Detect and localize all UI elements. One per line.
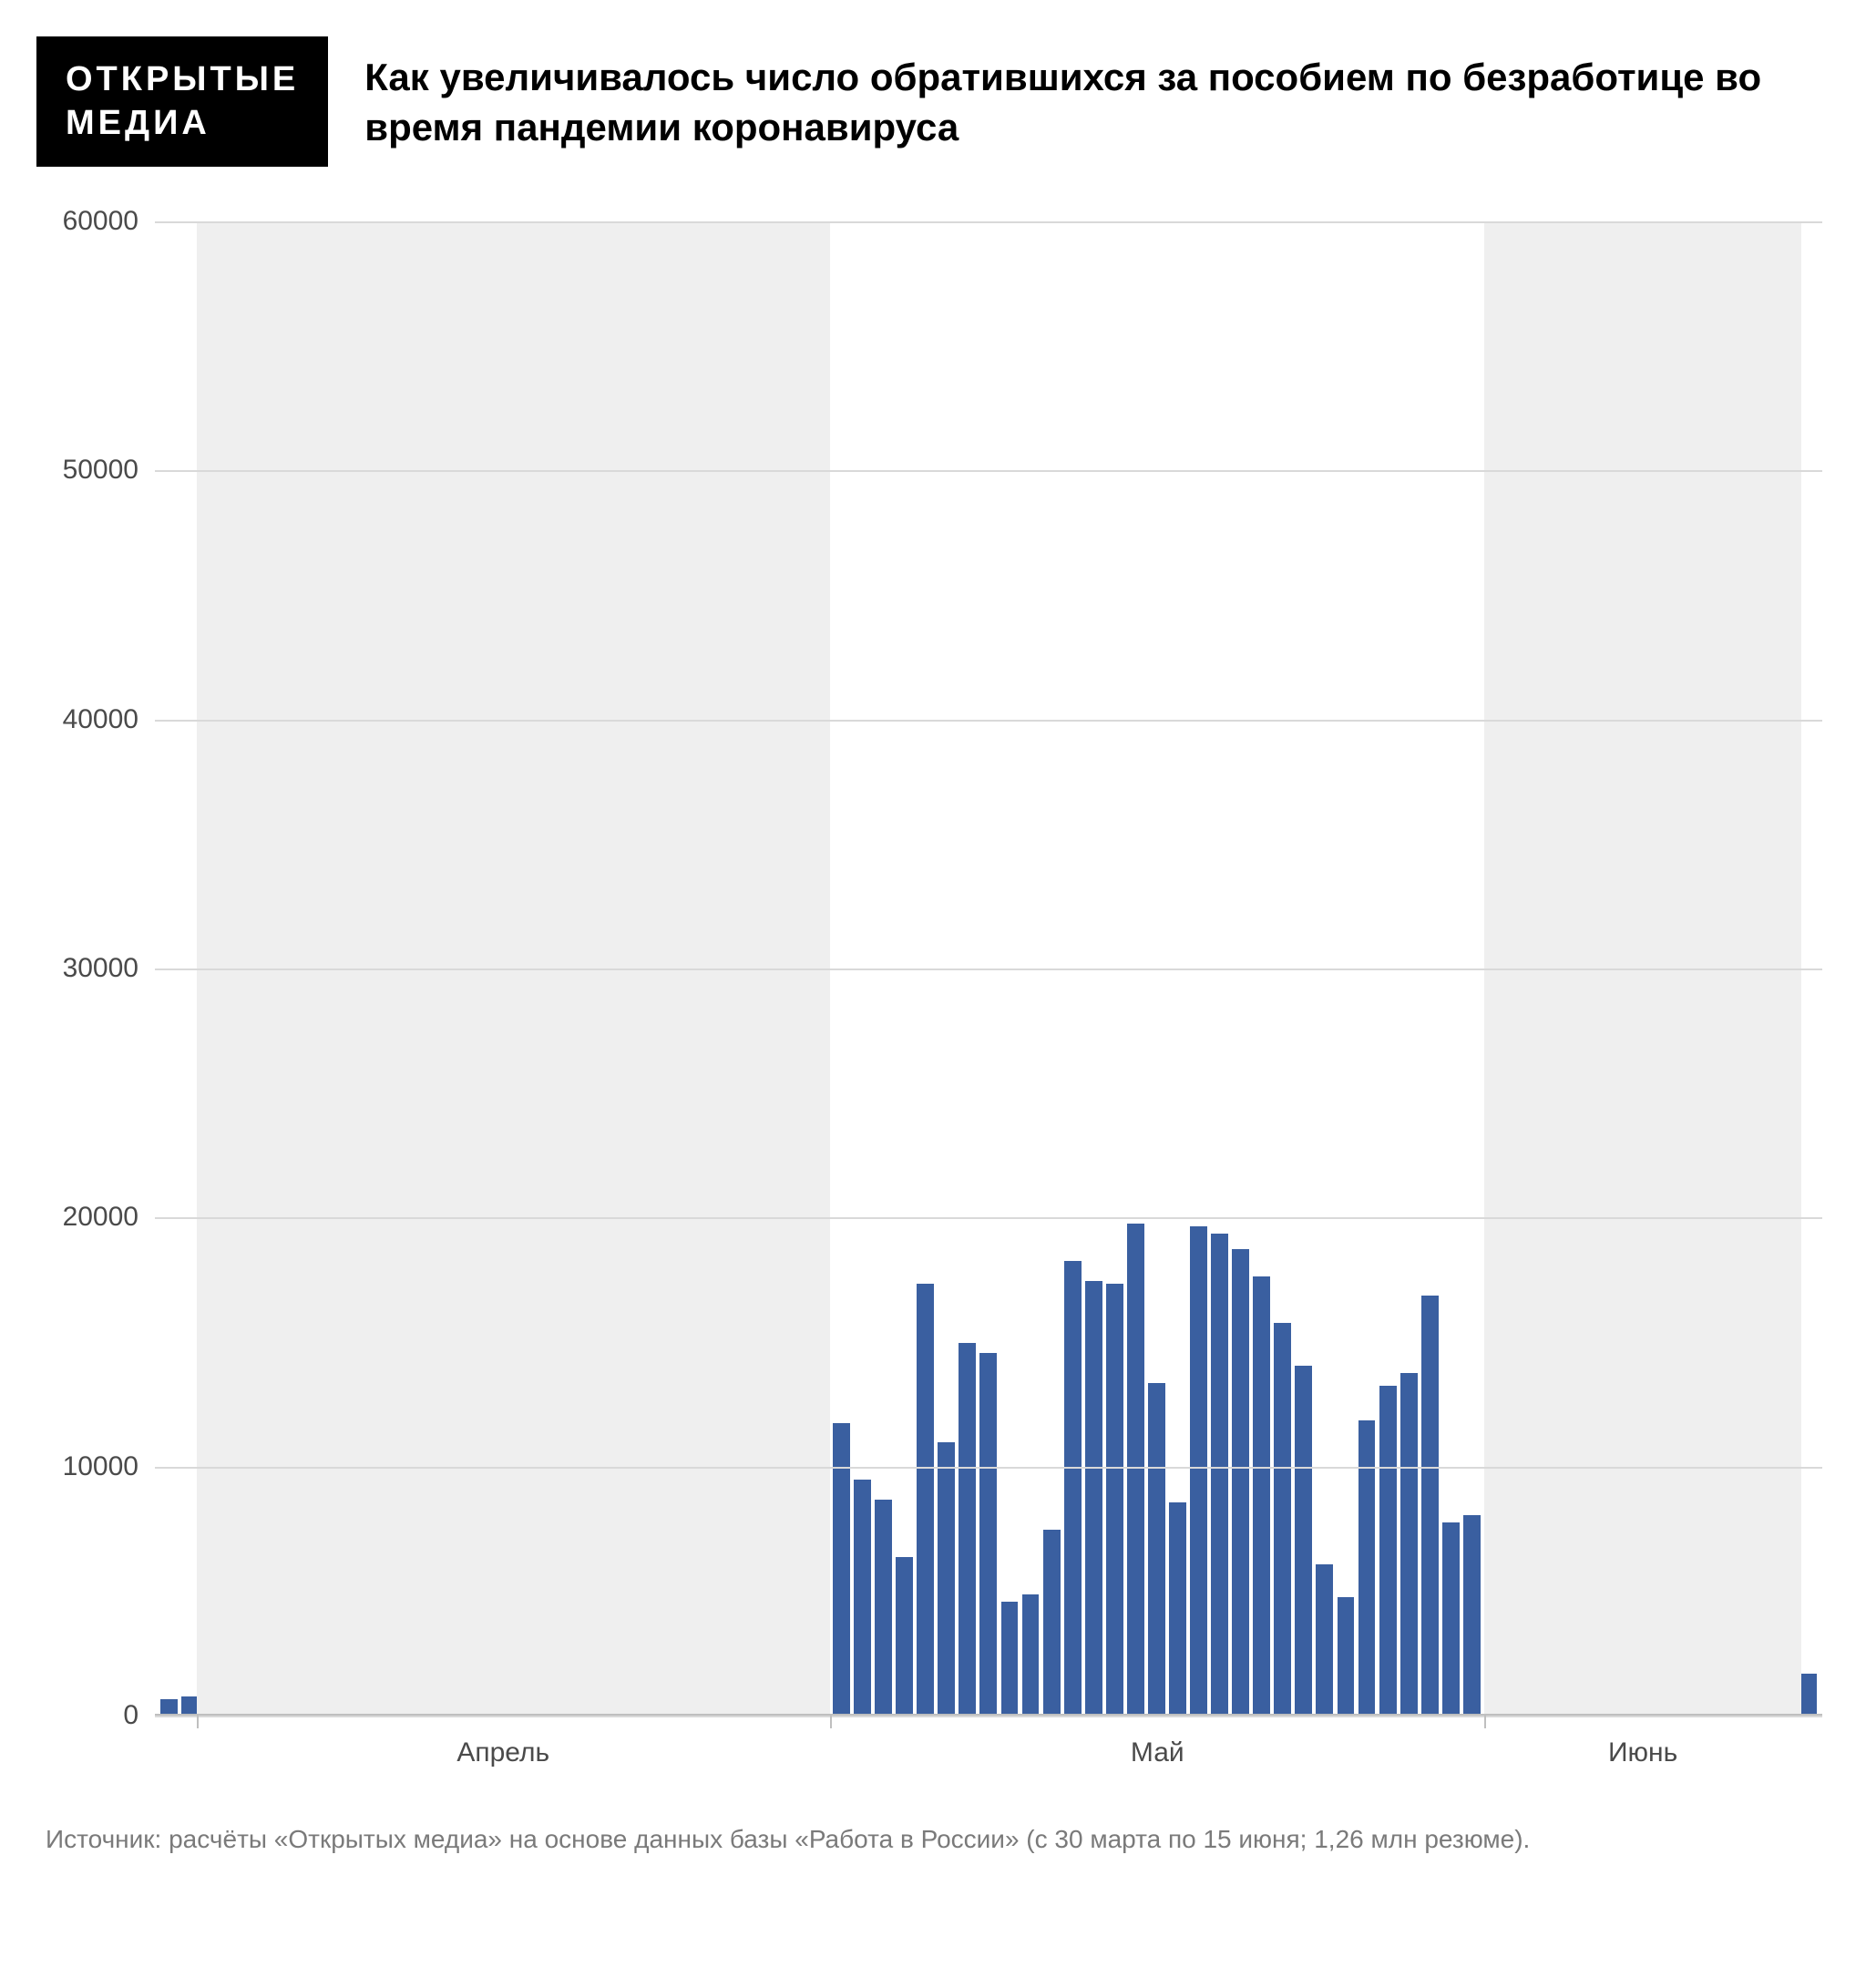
bar [875, 1500, 892, 1714]
bar [181, 1696, 199, 1714]
bar [1253, 1276, 1270, 1714]
bar [1190, 1226, 1207, 1714]
bar [1379, 1386, 1397, 1714]
bar [1148, 1383, 1165, 1714]
bar [160, 1699, 178, 1714]
bar [917, 1284, 934, 1714]
bar [1421, 1296, 1439, 1714]
month-band [197, 221, 830, 1714]
y-tick-label: 10000 [63, 1451, 155, 1482]
bar [1085, 1281, 1102, 1714]
bar [1043, 1530, 1061, 1714]
bar [979, 1353, 997, 1714]
x-tick [197, 1716, 199, 1728]
source-note: Источник: расчёты «Открытых медиа» на ос… [46, 1825, 1830, 1854]
y-tick-label: 20000 [63, 1202, 155, 1233]
logo-line1: ОТКРЫТЫЕ [66, 58, 299, 102]
x-tick-label: Май [1131, 1737, 1184, 1768]
bar [1358, 1420, 1376, 1714]
bar [1169, 1502, 1186, 1714]
y-tick-label: 60000 [63, 206, 155, 237]
bar [1338, 1597, 1355, 1714]
bar [1064, 1261, 1082, 1714]
bar [1316, 1564, 1333, 1714]
grid-line [155, 968, 1822, 970]
bar [938, 1442, 955, 1714]
x-tick [830, 1716, 832, 1728]
bar [1442, 1522, 1460, 1714]
logo-line2: МЕДИА [66, 102, 299, 146]
bar [1001, 1602, 1019, 1714]
x-tick [1484, 1716, 1486, 1728]
grid-line [155, 470, 1822, 472]
header: ОТКРЫТЫЕ МЕДИА Как увеличивалось число о… [36, 36, 1830, 167]
brand-logo: ОТКРЫТЫЕ МЕДИА [36, 36, 328, 167]
grid-line [155, 221, 1822, 223]
y-tick-label: 50000 [63, 455, 155, 486]
x-tick-label: Июнь [1608, 1737, 1677, 1768]
bar [1799, 1674, 1817, 1714]
grid-line [155, 1467, 1822, 1469]
month-band [1484, 221, 1800, 1714]
bar [1295, 1366, 1312, 1714]
bar [1400, 1373, 1418, 1714]
bar [1211, 1234, 1228, 1714]
x-tick-label: Апрель [456, 1737, 549, 1768]
bar [1274, 1323, 1291, 1714]
chart-title: Как увеличивалось число обратившихся за … [364, 36, 1830, 152]
bar [1127, 1224, 1144, 1714]
y-tick-label: 30000 [63, 953, 155, 984]
bar [854, 1480, 871, 1714]
bar [1232, 1249, 1249, 1715]
grid-line [155, 1217, 1822, 1219]
bar [1022, 1594, 1040, 1714]
bar [1106, 1284, 1123, 1714]
bar [1463, 1515, 1481, 1714]
grid-line [155, 720, 1822, 722]
y-tick-label: 40000 [63, 704, 155, 735]
y-tick-label: 0 [123, 1700, 155, 1731]
bar [896, 1557, 913, 1714]
plot-area: 0100002000030000400005000060000 [155, 221, 1822, 1716]
chart: 0100002000030000400005000060000 Апрель Ма… [155, 221, 1830, 1788]
bar [959, 1343, 976, 1714]
x-axis: Апрель Май Июнь [155, 1716, 1822, 1788]
